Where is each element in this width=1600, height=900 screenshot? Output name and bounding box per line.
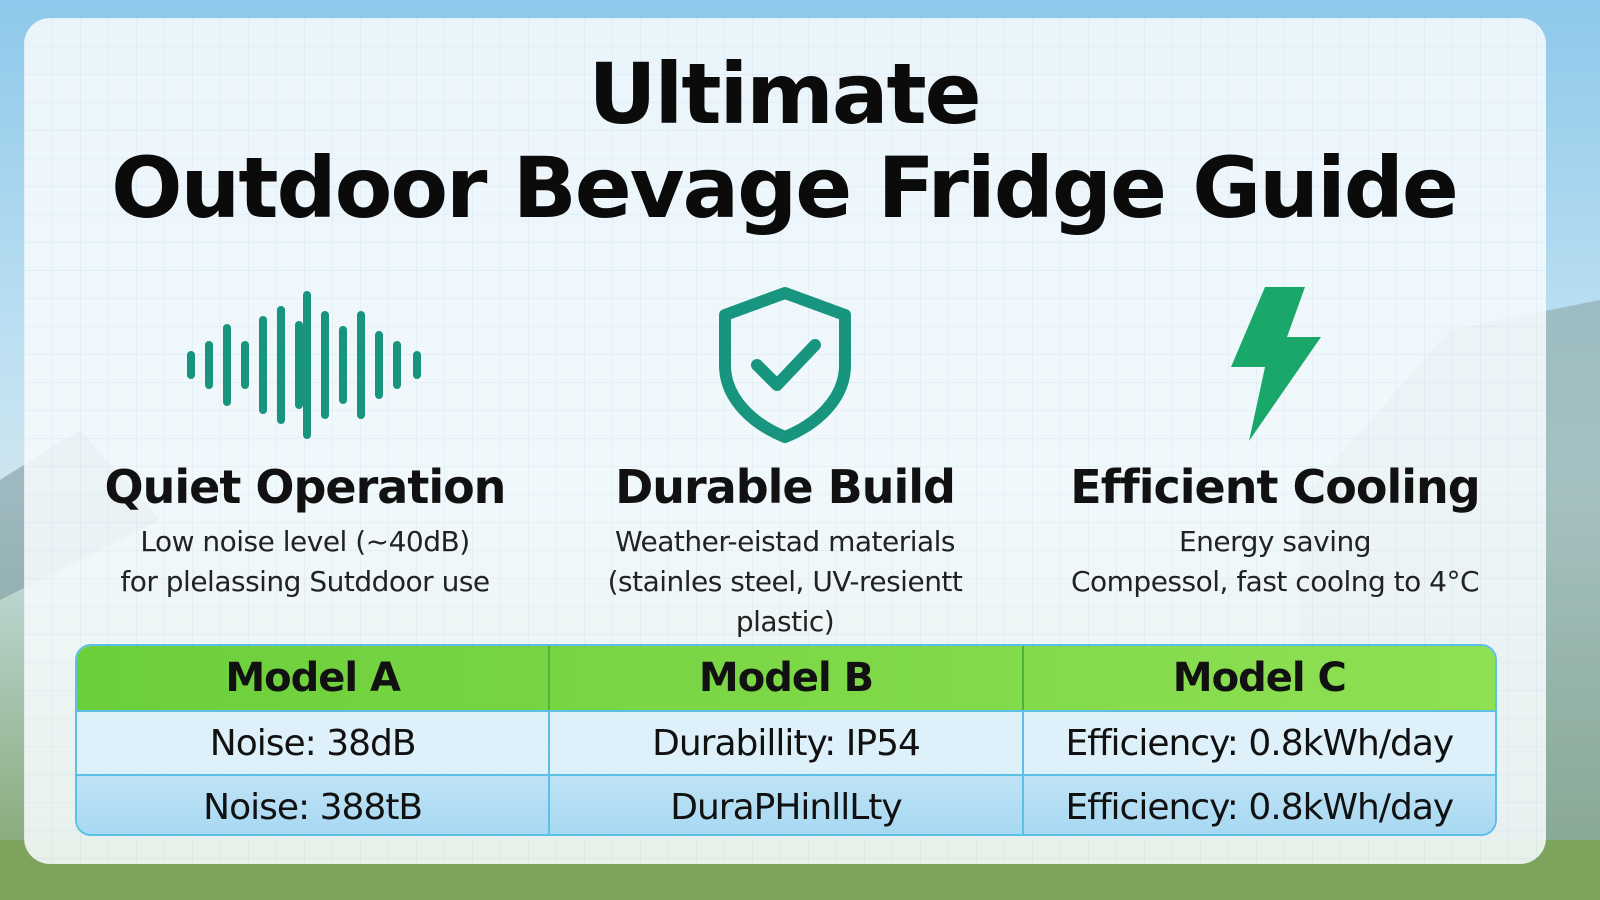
table-cell: Durabillity: IP54 — [548, 712, 1021, 774]
feature-quiet-operation: Quiet Operation Low noise level (~40dB) … — [85, 280, 525, 602]
title-line-2: Outdoor Bevage Fridge Guide — [111, 139, 1459, 237]
lightning-bolt-icon — [1055, 280, 1495, 450]
feature-heading: Efficient Cooling — [1070, 460, 1480, 514]
feature-desc-line1: Low noise level (~40dB) — [140, 525, 470, 558]
feature-desc-line2: Compessol, fast coolng to 4°C — [1070, 565, 1480, 598]
table-cell: Efficiency: 0.8kWh/day — [1021, 712, 1495, 774]
sound-wave-icon — [85, 280, 525, 450]
header-model-b: Model B — [548, 646, 1021, 710]
model-comparison-table: Model A Model B Model C Noise: 38dB Dura… — [75, 644, 1497, 836]
table-row: Noise: 388tB DuraPHinllLty Efficiency: 0… — [77, 774, 1495, 834]
feature-desc-line1: Energy saving — [1178, 525, 1372, 558]
table-cell: Efficiency: 0.8kWh/day — [1021, 776, 1495, 834]
table-header-row: Model A Model B Model C — [77, 646, 1495, 710]
feature-efficient-cooling: Efficient Cooling Energy saving Compesso… — [1055, 280, 1495, 602]
table-cell: DuraPHinllLty — [548, 776, 1021, 834]
feature-heading: Durable Build — [615, 460, 956, 514]
table-cell: Noise: 388tB — [203, 786, 423, 828]
feature-durable-build: Durable Build Weather-eistad materials (… — [565, 280, 1005, 642]
table-cell: Noise: 38dB — [209, 722, 417, 764]
feature-desc-line1: Weather-eistad materials — [614, 525, 956, 558]
feature-heading: Quiet Operation — [104, 460, 507, 514]
shield-check-icon — [565, 280, 1005, 450]
feature-desc-line2: (stainles steel, UV-resientt plastic) — [607, 565, 963, 638]
header-model-a: Model A — [225, 655, 401, 701]
header-model-c: Model C — [1021, 646, 1495, 710]
feature-desc-line2: for plelassing Sutddoor use — [120, 565, 490, 598]
table-row: Noise: 38dB Durabillity: IP54 Efficiency… — [77, 710, 1495, 774]
title-line-1: Ultimate — [588, 45, 981, 143]
